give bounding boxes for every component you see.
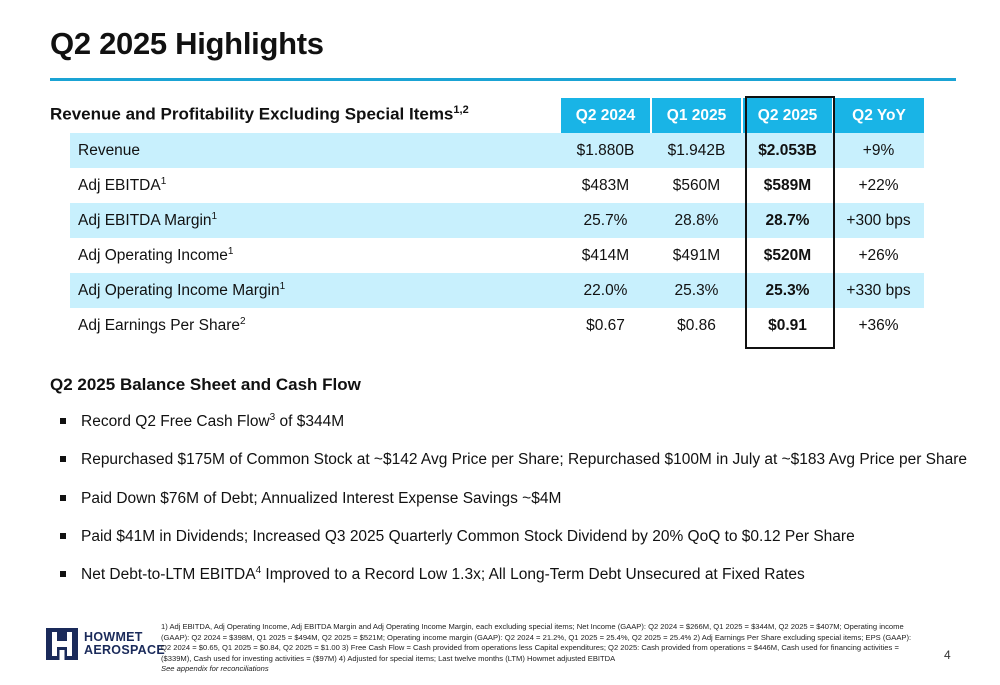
cell-q2-2024: 22.0% (560, 273, 651, 308)
bullet-square-icon (60, 532, 66, 539)
table-row-adj-ebitda-margin: Adj EBITDA Margin1 25.7% 28.8% 28.7% +30… (70, 203, 924, 238)
balance-bullet-list: Record Q2 Free Cash Flow3 of $344M Repur… (60, 412, 967, 603)
cell-q1-2025: 25.3% (651, 273, 742, 308)
bullet-text-pre: Net Debt-to-LTM EBITDA (81, 566, 256, 584)
footnotes: 1) Adj EBITDA, Adj Operating Income, Adj… (161, 622, 921, 675)
cell-q2-2025: 25.3% (742, 273, 833, 308)
bullet-text: Record Q2 Free Cash Flow3 of $344M (81, 412, 344, 431)
bullet-square-icon (60, 571, 66, 578)
row-label-sup: 1 (227, 245, 234, 257)
row-label-text: Adj Earnings Per Share (78, 317, 240, 335)
cell-q1-2025: $0.86 (677, 316, 716, 334)
bullet-text: Net Debt-to-LTM EBITDA4 Improved to a Re… (81, 565, 805, 584)
bullet-text: Repurchased $175M of Common Stock at ~$1… (81, 450, 967, 469)
bullet-text-post: of $344M (275, 413, 345, 431)
cell-q1-2025: $491M (672, 246, 721, 264)
row-label: Adj Operating Income Margin1 (70, 273, 560, 308)
bullet-text: Paid Down $76M of Debt; Annualized Inter… (81, 489, 561, 508)
cell-q2-yoy: +22% (858, 176, 899, 194)
bullet-item: Repurchased $175M of Common Stock at ~$1… (60, 450, 967, 488)
row-label-text: Adj EBITDA (78, 177, 161, 195)
page-title: Q2 2025 Highlights (50, 26, 324, 61)
cell-q1-2025: 28.8% (651, 203, 742, 238)
table-section-title-sup: 1,2 (453, 104, 469, 116)
bullet-text-post: Improved to a Record Low 1.3x; All Long-… (261, 566, 805, 584)
page-number: 4 (944, 648, 951, 662)
bullet-text-pre: Record Q2 Free Cash Flow (81, 413, 270, 431)
bullet-text-pre: Paid Down $76M of Debt; Annualized Inter… (81, 489, 562, 507)
bullet-sup: 4 (255, 565, 262, 577)
table-row-adj-ebitda: Adj EBITDA1 $483M $560M $589M +22% (70, 168, 924, 203)
table-row-adj-operating-income: Adj Operating Income1 $414M $491M $520M … (70, 238, 924, 273)
cell-q2-yoy: +26% (858, 246, 899, 264)
balance-section-title: Q2 2025 Balance Sheet and Cash Flow (50, 375, 361, 394)
logo-line-aerospace: AEROSPACE (84, 643, 165, 657)
bullet-item: Net Debt-to-LTM EBITDA4 Improved to a Re… (60, 565, 967, 603)
cell-q2-2024: $1.880B (560, 133, 651, 168)
table-header-row: Q2 2024 Q1 2025 Q2 2025 Q2 YoY (70, 98, 924, 133)
bullet-square-icon (60, 494, 66, 501)
row-label-sup: 1 (211, 210, 218, 222)
row-label: Adj Operating Income1 (70, 238, 560, 273)
cell-q2-2024: $414M (581, 246, 630, 264)
row-label: Revenue (70, 133, 560, 168)
row-label: Adj EBITDA Margin1 (70, 203, 560, 238)
cell-q1-2025: $560M (672, 176, 721, 194)
cell-q2-2025: $589M (763, 176, 812, 194)
table-row-adj-operating-income-margin: Adj Operating Income Margin1 22.0% 25.3%… (70, 273, 924, 308)
row-label: Adj Earnings Per Share2 (70, 308, 560, 343)
header-blank (70, 98, 560, 133)
cell-q2-2025: $2.053B (742, 133, 833, 168)
howmet-logo-icon (46, 628, 78, 660)
cell-q2-yoy: +9% (833, 133, 924, 168)
cell-q2-2025: $520M (763, 246, 812, 264)
row-label-text: Adj Operating Income Margin (78, 282, 280, 300)
bullet-square-icon (60, 418, 66, 424)
cell-q1-2025: $1.942B (651, 133, 742, 168)
col-header-q2-2024: Q2 2024 (559, 98, 651, 133)
bullet-sup: 3 (269, 412, 276, 423)
row-label-text: Revenue (78, 142, 141, 160)
bullet-item: Record Q2 Free Cash Flow3 of $344M (60, 412, 967, 450)
table-row-adj-eps: Adj Earnings Per Share2 $0.67 $0.86 $0.9… (70, 308, 924, 343)
cell-q2-2025: $0.91 (768, 316, 807, 334)
cell-q2-2024: 25.7% (560, 203, 651, 238)
col-header-q2-yoy: Q2 YoY (832, 98, 924, 133)
footnote-text: 1) Adj EBITDA, Adj Operating Income, Adj… (161, 622, 912, 663)
bullet-item: Paid $41M in Dividends; Increased Q3 202… (60, 527, 967, 565)
footnote-appendix: See appendix for reconciliations (161, 664, 269, 673)
bullet-text-pre: Paid $41M in Dividends; Increased Q3 202… (81, 528, 855, 546)
table-section-title-text: Revenue and Profitability Excluding Spec… (50, 104, 454, 124)
title-divider (50, 78, 956, 81)
col-header-q2-2025: Q2 2025 (741, 98, 833, 133)
cell-q2-yoy: +330 bps (833, 273, 924, 308)
bullet-text-pre: Repurchased $175M of Common Stock at ~$1… (81, 451, 968, 469)
bullet-square-icon (60, 456, 66, 463)
bullet-text: Paid $41M in Dividends; Increased Q3 202… (81, 527, 855, 546)
howmet-logo: HOWMET AEROSPACE (46, 628, 165, 660)
cell-q2-yoy: +36% (858, 316, 899, 334)
bullet-item: Paid Down $76M of Debt; Annualized Inter… (60, 489, 967, 527)
row-label: Adj EBITDA1 (70, 168, 560, 203)
cell-q2-2025: 28.7% (742, 203, 833, 238)
cell-q2-2024: $0.67 (586, 316, 625, 334)
table-row-revenue: Revenue $1.880B $1.942B $2.053B +9% (70, 133, 924, 168)
row-label-text: Adj Operating Income (78, 247, 228, 265)
row-label-sup: 1 (279, 280, 286, 292)
row-label-text: Adj EBITDA Margin (78, 212, 212, 230)
cell-q2-yoy: +300 bps (833, 203, 924, 238)
row-label-sup: 2 (239, 315, 246, 327)
cell-q2-2024: $483M (581, 176, 630, 194)
row-label-sup: 1 (160, 175, 167, 187)
logo-line-howmet: HOWMET (84, 630, 143, 644)
logo-wordmark: HOWMET AEROSPACE (84, 631, 165, 657)
table-section-title: Revenue and Profitability Excluding Spec… (50, 104, 469, 125)
financial-table: Q2 2024 Q1 2025 Q2 2025 Q2 YoY Revenue $… (70, 98, 924, 343)
col-header-q1-2025: Q1 2025 (650, 98, 742, 133)
